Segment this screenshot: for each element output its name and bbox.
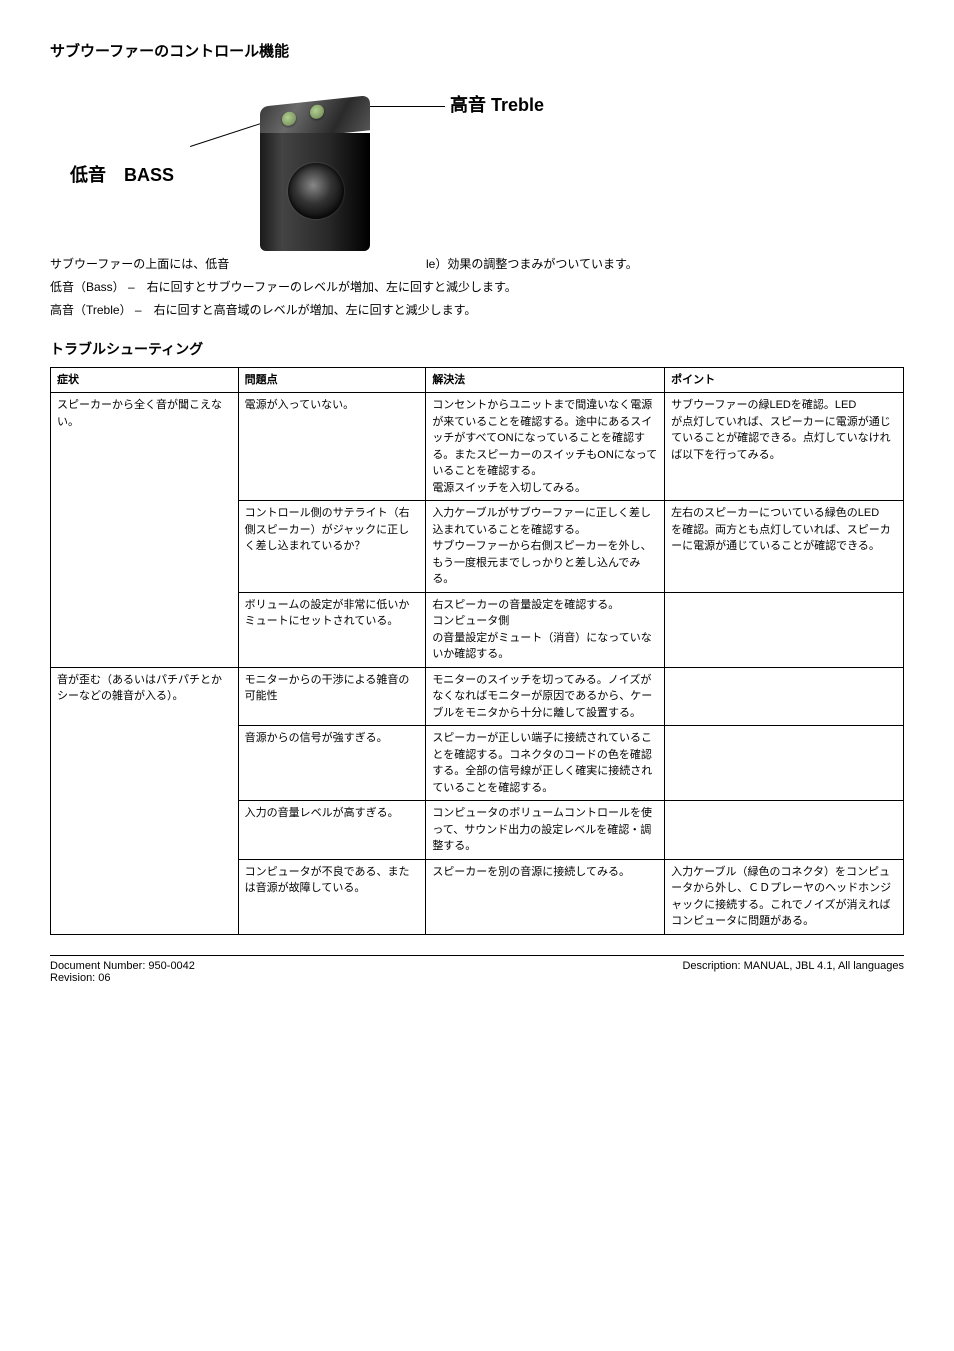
cell-solution: スピーカーを別の音源に接続してみる。 [426, 859, 665, 934]
troubleshooting-table: 症状 問題点 解決法 ポイント スピーカーから全く音が聞こえない。 電源が入って… [50, 367, 904, 935]
page-footer: Document Number: 950-0042 Revision: 06 D… [50, 955, 904, 984]
cell-problem: ボリュームの設定が非常に低いかミュートにセットされている。 [238, 592, 426, 667]
cell-solution: モニターのスイッチを切ってみる。ノイズがなくなればモニターが原因であるから、ケー… [426, 667, 665, 726]
cell-solution: 入力ケーブルがサブウーファーに正しく差し込まれていることを確認する。 サブウーフ… [426, 501, 665, 593]
bass-label: 低音 BASS [70, 161, 174, 187]
cell-solution: スピーカーが正しい端子に接続されていることを確認する。コネクタのコードの色を確認… [426, 726, 665, 801]
page-title: サブウーファーのコントロール機能 [50, 40, 904, 61]
header-problem: 問題点 [238, 367, 426, 393]
cell-problem: コントロール側のサテライト（右側スピーカー）がジャックに正しく差し込まれているか… [238, 501, 426, 593]
cell-problem: モニターからの干渉による雑音の可能性 [238, 667, 426, 726]
note-bass: 低音（Bass） – 右に回すとサブウーファーのレベルが増加、左に回すと減少しま… [50, 278, 904, 297]
cell-point [665, 592, 904, 667]
treble-knob [310, 104, 324, 119]
header-point: ポイント [665, 367, 904, 393]
note-1a: サブウーファーの上面には、低音 [50, 257, 229, 271]
treble-label: 高音 Treble [450, 91, 544, 117]
speaker-driver [288, 163, 344, 219]
cell-point: 入力ケーブル（緑色のコネクタ）をコンピュータから外し、ＣＤプレーヤのヘッドホンジ… [665, 859, 904, 934]
footer-right: Description: MANUAL, JBL 4.1, All langua… [682, 960, 904, 984]
cell-solution: 右スピーカーの音量設定を確認する。 コンピュータ側 の音量設定がミュート（消音）… [426, 592, 665, 667]
troubleshooting-heading: トラブルシューティング [50, 339, 904, 359]
cell-problem: 電源が入っていない。 [238, 393, 426, 501]
table-row: 音が歪む（あるいはパチパチとかシーなどの雑音が入る）。 モニターからの干渉による… [51, 667, 904, 726]
document-number: Document Number: 950-0042 [50, 960, 195, 972]
cell-point [665, 726, 904, 801]
cell-point [665, 667, 904, 726]
revision: Revision: 06 [50, 972, 195, 984]
cell-point [665, 801, 904, 860]
subwoofer-image [260, 101, 370, 251]
subwoofer-diagram: 低音 BASS 高音 Treble [50, 71, 904, 251]
cell-point: 左右のスピーカーについている緑色のLED を確認。両方とも点灯していれば、スピー… [665, 501, 904, 593]
cell-symptom: スピーカーから全く音が聞こえない。 [51, 393, 239, 668]
cell-problem: 音源からの信号が強すぎる。 [238, 726, 426, 801]
header-solution: 解決法 [426, 367, 665, 393]
cell-symptom: 音が歪む（あるいはパチパチとかシーなどの雑音が入る）。 [51, 667, 239, 934]
cell-solution: コンセントからユニットまで間違いなく電源が来ていることを確認する。途中にあるスイ… [426, 393, 665, 501]
cell-solution: コンピュータのボリュームコントロールを使って、サウンド出力の設定レベルを確認・調… [426, 801, 665, 860]
cell-point: サブウーファーの緑LEDを確認。LED が点灯していれば、スピーカーに電源が通じ… [665, 393, 904, 501]
note-1b: le）効果の調整つまみがついています。 [426, 257, 638, 271]
note-treble: 高音（Treble） – 右に回すと高音域のレベルが増加、左に回すと減少します。 [50, 301, 904, 320]
table-header-row: 症状 問題点 解決法 ポイント [51, 367, 904, 393]
header-symptom: 症状 [51, 367, 239, 393]
footer-left: Document Number: 950-0042 Revision: 06 [50, 960, 195, 984]
cell-problem: コンピュータが不良である、または音源が故障している。 [238, 859, 426, 934]
cell-problem: 入力の音量レベルが高すぎる。 [238, 801, 426, 860]
table-row: スピーカーから全く音が聞こえない。 電源が入っていない。 コンセントからユニット… [51, 393, 904, 501]
bass-knob [282, 111, 296, 126]
note-line-1: サブウーファーの上面には、低音 le）効果の調整つまみがついています。 [50, 255, 904, 274]
